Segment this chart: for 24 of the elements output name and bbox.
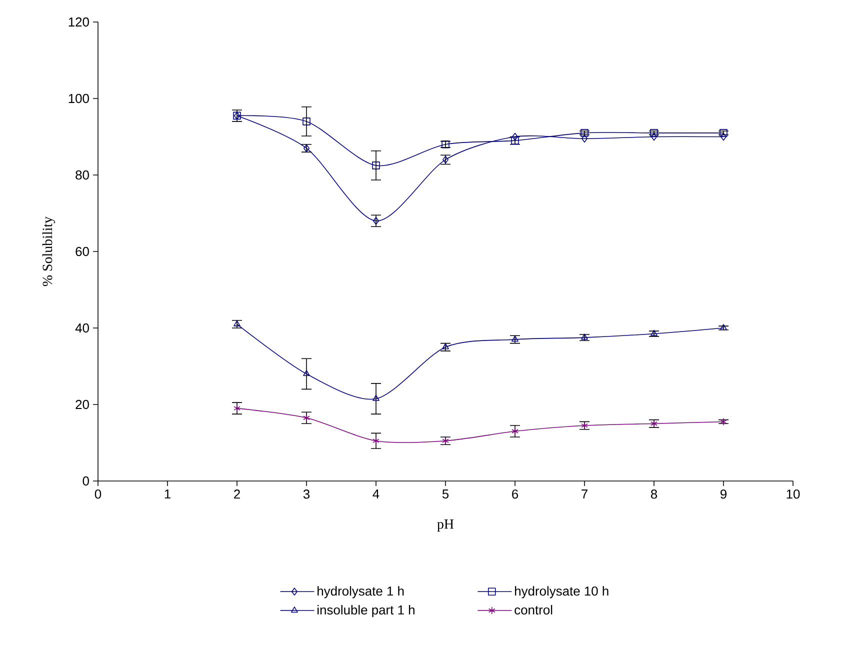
x-tick-label: 9: [720, 490, 726, 499]
y-tick-label: 40: [75, 323, 89, 333]
x-tick-label: 10: [786, 490, 800, 499]
y-tick-label: 60: [76, 246, 89, 256]
x-tick-label: 7: [582, 490, 588, 498]
legend-label: control: [514, 605, 552, 615]
y-tick-label: 120: [68, 17, 89, 27]
legend-label: hydrolysate 10 h: [515, 586, 608, 598]
x-tick-label: 0: [94, 490, 102, 499]
legend-label: insoluble part 1 h: [318, 605, 414, 618]
x-axis-title: pH: [437, 520, 454, 532]
y-tick-label: 20: [76, 400, 89, 410]
x-tick-label: 1: [164, 490, 170, 498]
legend-label: hydrolysate 1 h: [318, 586, 404, 598]
y-tick-label: 100: [68, 94, 89, 104]
y-tick-label: 80: [76, 170, 89, 180]
x-tick-label: 6: [512, 490, 518, 499]
x-tick-label: 8: [650, 490, 658, 499]
y-axis-title: % Solubility: [42, 216, 56, 286]
y-tick-label: 0: [82, 476, 89, 486]
x-tick-label: 2: [234, 490, 240, 499]
x-tick-label: 4: [372, 490, 380, 498]
x-tick-label: 5: [442, 490, 449, 499]
x-tick-label: 3: [303, 490, 310, 499]
